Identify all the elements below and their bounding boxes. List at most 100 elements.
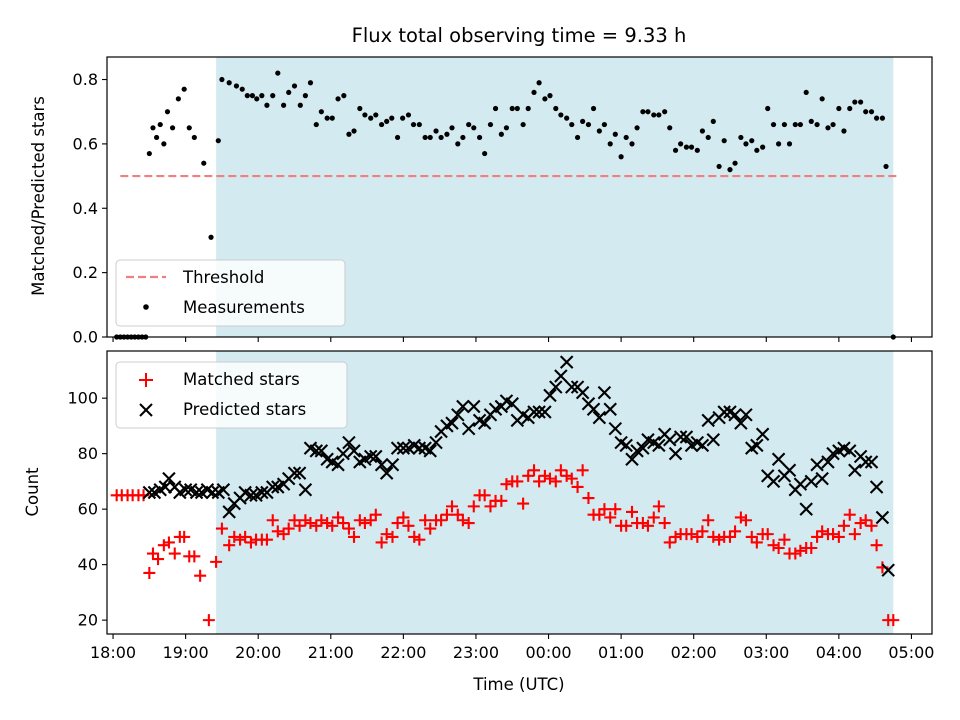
matched-star-point xyxy=(326,519,339,532)
measurement-point xyxy=(710,118,716,124)
predicted-star-point xyxy=(456,399,470,414)
measurement-point xyxy=(384,118,390,124)
matched-star-point xyxy=(462,517,475,530)
predicted-star-point xyxy=(821,455,835,469)
predicted-star-point xyxy=(848,463,862,478)
matched-star-point xyxy=(870,539,883,552)
matched-star-point xyxy=(636,517,649,530)
matched-star-point xyxy=(837,519,850,532)
measurement-point xyxy=(394,134,401,141)
matched-star-point xyxy=(304,517,317,530)
measurement-point xyxy=(270,93,276,99)
measurement-point xyxy=(378,121,385,128)
measurement-point xyxy=(590,105,597,112)
x-tick-label: 02:00 xyxy=(671,643,717,662)
matched-star-point xyxy=(413,533,426,546)
predicted-star-point xyxy=(255,485,269,500)
predicted-star-point xyxy=(706,433,721,447)
y-tick-label: 0.8 xyxy=(73,70,98,89)
x-ticks-bottom: 18:00 19:00 20:00 21:00 22:00 23:00 00:00 01:00… xyxy=(90,634,934,662)
measurement-point xyxy=(808,118,814,124)
predicted-star-point xyxy=(810,458,824,472)
matched-star-point xyxy=(369,508,382,521)
top-panel: 0.00.20.40.60.8 Matched/Predicted stars … xyxy=(29,56,933,347)
matched-star-point xyxy=(609,503,622,516)
legend-top-box xyxy=(115,259,346,327)
measurement-point xyxy=(553,105,559,112)
measurement-point xyxy=(580,118,586,124)
matched-star-point xyxy=(571,480,584,493)
measurement-point xyxy=(405,112,412,118)
predicted-star-point xyxy=(347,444,361,458)
measurement-point xyxy=(797,121,803,128)
x-axis-label: Time (UTC) xyxy=(472,675,564,694)
matched-star-point xyxy=(223,539,236,552)
y-tick-label: 20 xyxy=(78,611,98,630)
matched-star-point xyxy=(533,475,546,488)
measurement-point xyxy=(721,138,727,144)
measurement-point xyxy=(883,163,889,170)
measurement-point xyxy=(776,141,782,147)
matched-star-point xyxy=(832,530,845,543)
predicted-star-point xyxy=(695,438,710,453)
measurement-point xyxy=(536,80,542,86)
matched-star-point xyxy=(517,497,530,510)
predicted-star-point xyxy=(467,399,481,414)
measurement-point xyxy=(634,125,640,131)
predicted-star-point xyxy=(869,480,884,494)
matched-star-point xyxy=(210,555,223,568)
measurement-point xyxy=(335,96,341,102)
predicted-star-point xyxy=(342,435,356,450)
measurement-point xyxy=(291,83,298,89)
predicted-star-point xyxy=(189,485,204,500)
matched-star-point xyxy=(789,547,802,560)
measurement-point xyxy=(476,134,483,141)
measurement-point xyxy=(852,99,858,105)
matched-star-point xyxy=(157,539,170,552)
legend-bottom: Matched stars Predicted stars xyxy=(115,361,348,429)
y-tick-label: 0.6 xyxy=(73,134,98,153)
measurement-point xyxy=(569,121,575,128)
measurement-point xyxy=(455,141,461,147)
predicted-star-point xyxy=(162,471,176,486)
legend-top: Threshold Measurements xyxy=(115,259,346,327)
measurement-point xyxy=(362,112,368,118)
predicted-star-point xyxy=(597,385,612,400)
matched-star-point xyxy=(337,517,350,530)
matched-star-point xyxy=(647,511,660,524)
measurement-point xyxy=(157,121,163,128)
measurement-point xyxy=(259,93,265,99)
predicted-star-point xyxy=(782,463,797,478)
matched-star-point xyxy=(162,536,175,549)
predicted-star-point xyxy=(379,466,394,480)
matched-star-point xyxy=(321,517,334,530)
predicted-star-point xyxy=(205,485,220,500)
predicted-star-point xyxy=(336,446,350,461)
measurement-point xyxy=(607,141,613,147)
matched-star-point xyxy=(419,514,432,527)
measurement-point xyxy=(244,93,250,99)
predicted-star-point xyxy=(679,430,694,444)
matched-star-point xyxy=(342,522,355,535)
matched-star-point xyxy=(528,464,541,477)
measurement-point xyxy=(873,115,880,121)
measurement-point xyxy=(286,89,292,96)
measurement-point xyxy=(765,105,771,112)
matched-star-point xyxy=(522,469,535,482)
measurement-point xyxy=(623,134,629,141)
matched-star-point xyxy=(271,525,284,538)
matched-star-point xyxy=(495,494,508,507)
measurement-point xyxy=(153,134,160,141)
measurement-point xyxy=(694,147,700,153)
measurement-point xyxy=(150,125,156,131)
matched-star-point xyxy=(626,505,638,518)
measurement-point xyxy=(688,144,695,150)
measurement-point xyxy=(422,134,428,141)
predicted-star-point xyxy=(292,466,307,480)
measurement-point xyxy=(492,105,499,112)
predicted-star-point xyxy=(881,563,895,577)
x-tick-label: 05:00 xyxy=(888,643,934,662)
measurement-point xyxy=(547,93,553,99)
predicted-star-point xyxy=(265,480,280,494)
